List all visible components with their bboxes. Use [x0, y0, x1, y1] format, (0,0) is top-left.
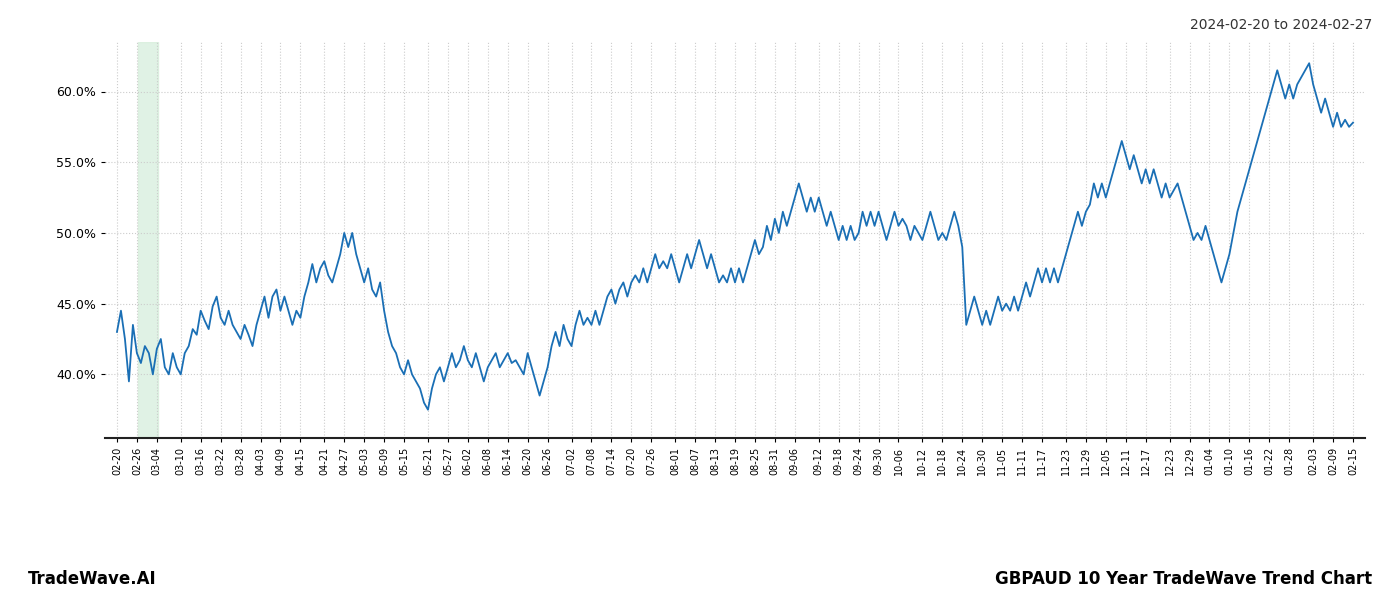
Text: 2024-02-20 to 2024-02-27: 2024-02-20 to 2024-02-27	[1190, 18, 1372, 32]
Text: TradeWave.AI: TradeWave.AI	[28, 570, 157, 588]
Bar	[137, 42, 158, 438]
Text: GBPAUD 10 Year TradeWave Trend Chart: GBPAUD 10 Year TradeWave Trend Chart	[995, 570, 1372, 588]
